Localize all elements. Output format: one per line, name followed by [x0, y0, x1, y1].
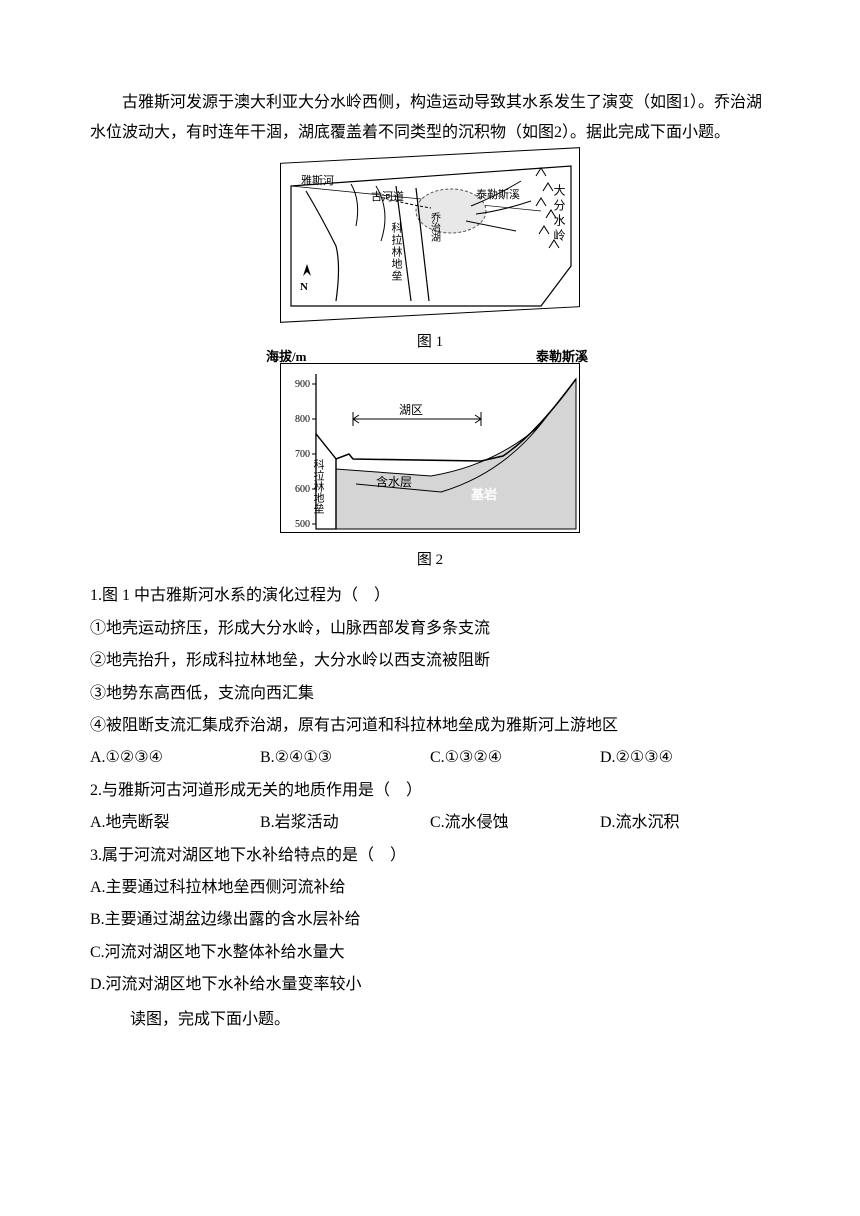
svg-text:雅斯河: 雅斯河	[301, 173, 334, 187]
figure-1-container: N 雅斯河 古河道 乔治湖 泰勒斯溪 科拉林地垒 大分水岭 图 1	[90, 155, 770, 357]
svg-text:基岩: 基岩	[470, 487, 497, 502]
svg-text:500: 500	[295, 519, 310, 530]
q1-options: A.①②③④ B.②④①③ C.①③②④ D.②①③④	[90, 743, 770, 773]
q1-statement-2: ②地壳抬升，形成科拉林地垒，大分水岭以西支流被阻断	[90, 646, 770, 676]
svg-text:泰勒斯溪: 泰勒斯溪	[476, 187, 520, 201]
q1-statement-1: ①地壳运动挤压，形成大分水岭，山脉西部发育多条支流	[90, 614, 770, 644]
figure-1-svg: N 雅斯河 古河道 乔治湖 泰勒斯溪 科拉林地垒 大分水岭	[281, 156, 581, 316]
figure-1-box: N 雅斯河 古河道 乔治湖 泰勒斯溪 科拉林地垒 大分水岭	[280, 147, 580, 323]
q1-statement-4: ④被阻断支流汇集成乔治湖，原有古河道和科拉林地垒成为雅斯河上游地区	[90, 711, 770, 741]
q2-option-d[interactable]: D.流水沉积	[600, 808, 680, 838]
q1-statement-3: ③地势东高西低，支流向西汇集	[90, 679, 770, 709]
q1-option-d[interactable]: D.②①③④	[600, 743, 673, 773]
figure-2-box: 900 800 700 600 500	[280, 363, 580, 533]
q2-options: A.地壳断裂 B.岩浆活动 C.流水侵蚀 D.流水沉积	[90, 808, 770, 838]
svg-text:600: 600	[295, 484, 310, 495]
q3-option-a[interactable]: A.主要通过科拉林地垒西侧河流补给	[90, 873, 770, 903]
svg-text:700: 700	[295, 449, 310, 460]
q1-stem: 1.图 1 中古雅斯河水系的演化过程为（ ）	[90, 581, 770, 611]
figure-1-caption: 图 1	[90, 328, 770, 357]
next-passage-intro: 读图，完成下面小题。	[90, 1005, 770, 1035]
svg-text:N: N	[300, 281, 308, 293]
passage-text: 古雅斯河发源于澳大利亚大分水岭西侧，构造运动导致其水系发生了演变（如图1）。乔治…	[90, 88, 770, 149]
q3-option-b[interactable]: B.主要通过湖盆边缘出露的含水层补给	[90, 905, 770, 935]
figure-2-caption: 图 2	[280, 546, 580, 575]
q2-option-c[interactable]: C.流水侵蚀	[430, 808, 600, 838]
q2-stem: 2.与雅斯河古河道形成无关的地质作用是（ ）	[90, 776, 770, 806]
svg-text:古河道: 古河道	[371, 189, 404, 203]
q1-option-c[interactable]: C.①③②④	[430, 743, 600, 773]
q2-option-b[interactable]: B.岩浆活动	[260, 808, 430, 838]
figure-2-svg: 900 800 700 600 500	[281, 364, 581, 534]
q3-option-d[interactable]: D.河流对湖区地下水补给水量变率较小	[90, 970, 770, 1000]
q3-stem: 3.属于河流对湖区地下水补给特点的是（ ）	[90, 841, 770, 871]
svg-text:大分水岭: 大分水岭	[552, 183, 566, 243]
svg-text:湖区: 湖区	[399, 402, 423, 417]
q1-option-b[interactable]: B.②④①③	[260, 743, 430, 773]
svg-text:科拉林地垒: 科拉林地垒	[390, 220, 403, 281]
figure-2-container: 海拔/m 泰勒斯溪 900 800 700 600 500	[90, 363, 770, 576]
svg-text:科拉林地垒: 科拉林地垒	[312, 457, 325, 513]
q3-option-c[interactable]: C.河流对湖区地下水整体补给水量大	[90, 938, 770, 968]
q1-option-a[interactable]: A.①②③④	[90, 743, 260, 773]
svg-text:800: 800	[295, 414, 310, 425]
svg-text:含水层: 含水层	[376, 474, 412, 489]
svg-text:900: 900	[295, 379, 310, 390]
q2-option-a[interactable]: A.地壳断裂	[90, 808, 260, 838]
svg-text:乔治湖: 乔治湖	[429, 212, 441, 243]
